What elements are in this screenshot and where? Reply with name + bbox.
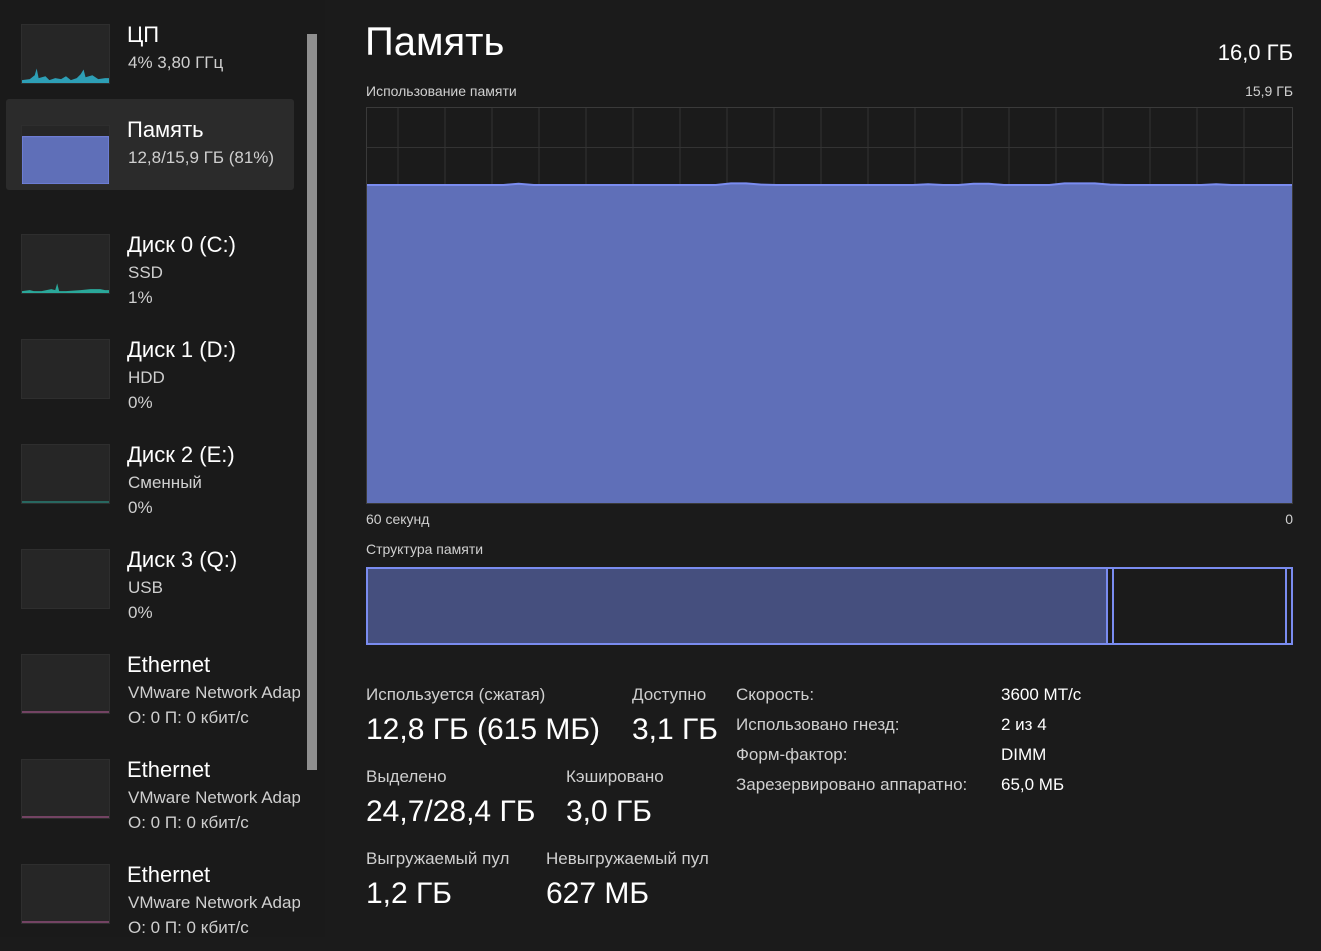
committed-value: 24,7/28,4 ГБ [366,795,536,828]
sidebar-item-title: Ethernet [127,757,211,782]
thumbnail-graph [22,816,109,818]
thumbnail-graph [22,283,109,293]
memory-structure-bar[interactable] [366,567,1293,645]
property-value: 2 из 4 [1001,715,1047,734]
sidebar-item-detail: 12,8/15,9 ГБ (81%) [128,148,275,167]
property-label: Использовано гнезд: [736,715,900,734]
sidebar-item-memory[interactable]: Память 12,8/15,9 ГБ (81%) [6,99,294,190]
sidebar-item-detail: USB [128,578,163,597]
sidebar-thumbnail [21,759,110,819]
memory-thumb-fill [22,136,109,184]
thumbnail-graph [22,711,109,713]
sidebar-item-title: Ethernet [127,862,211,887]
memory-usage-chart [367,108,1292,503]
sidebar-item-title: Ethernet [127,652,211,677]
sidebar-item-status: 0% [128,393,153,412]
sidebar-thumbnail [21,339,110,399]
sidebar-thumbnail [21,125,110,185]
usage-graph-label: Использование памяти [366,83,517,99]
property-label: Форм-фактор: [736,745,848,764]
sidebar-item-network[interactable]: Ethernet VMware Network Adapter О: 0 П: 0 … [6,755,300,846]
property-value: 65,0 МБ [1001,775,1065,794]
sidebar-thumbnail [21,444,110,504]
cached-label: Кэшировано [566,767,664,786]
sidebar-item-detail: VMware Network Adapter [128,893,300,912]
structure-label: Структура памяти [366,541,484,557]
sidebar-thumbnail [21,234,110,294]
sidebar-thumbnail [21,549,110,609]
structure-free[interactable] [1285,569,1291,643]
sidebar-item-network[interactable]: Ethernet VMware Network Adapter О: 0 П: 0 … [6,860,300,951]
thumbnail-graph [22,136,109,184]
sidebar-item-title: ЦП [127,22,160,47]
paged-pool-label: Выгружаемый пул [366,849,510,868]
page-title: Память [365,20,505,64]
sidebar-thumbnail [21,864,110,924]
cpu-thumb-line [22,68,109,83]
sidebar-item-title: Диск 3 (Q:) [127,547,238,572]
time-axis-left: 60 секунд [366,511,430,527]
sidebar-item-detail: VMware Network Adapter [128,683,300,702]
available-value: 3,1 ГБ [632,713,718,746]
usage-graph-max: 15,9 ГБ [1245,83,1293,99]
thumbnail-graph [22,550,109,608]
available-label: Доступно [632,685,707,704]
structure-in-use[interactable] [368,569,1107,643]
property-value: 3600 МТ/с [1001,685,1082,704]
cached-value: 3,0 ГБ [566,795,652,828]
disk-thumb-line [22,283,109,293]
sidebar-item-detail: SSD [128,263,163,282]
sidebar-item-status: 0% [128,603,153,622]
committed-label: Выделено [366,767,447,786]
sidebar-item-status: 1% [128,288,153,307]
sidebar-item-title: Диск 1 (D:) [127,337,236,362]
structure-modified[interactable] [1106,569,1112,643]
thumbnail-graph [22,501,109,503]
sidebar-item-status: 0% [128,498,153,517]
sidebar-item-detail: HDD [128,368,165,387]
sidebar-item-disk-flat[interactable]: Диск 2 (E:) Сменный 0% [6,440,294,531]
property-label: Зарезервировано аппаратно: [736,775,968,794]
thumbnail-graph [22,340,109,398]
device-sidebar: Ethernet VMware Network Adapter О: 0 П: 0 … [0,0,325,937]
sidebar-item-title: Диск 2 (E:) [127,442,235,467]
sidebar-thumbnail [21,24,110,84]
sidebar-item-status: О: 0 П: 0 кбит/с [128,708,249,727]
memory-usage-area [367,183,1292,503]
sidebar-thumbnail [21,654,110,714]
structure-standby[interactable] [1111,569,1285,643]
in-use-value: 12,8 ГБ (615 МБ) [366,713,601,746]
memory-usage-graph [366,107,1293,504]
sidebar-item-title: Диск 0 (C:) [127,232,236,257]
sidebar-scrollbar[interactable] [307,34,317,770]
sidebar-item-empty[interactable]: Диск 1 (D:) HDD 0% [6,335,294,426]
property-label: Скорость: [736,685,815,704]
sidebar-item-status: О: 0 П: 0 кбит/с [128,813,249,832]
sidebar-item-cpu[interactable]: ЦП 4% 3,80 ГГц [6,20,294,111]
sidebar-item-empty[interactable]: Диск 3 (Q:) USB 0% [6,545,294,636]
property-value: DIMM [1001,745,1047,764]
nonpaged-pool-value: 627 МБ [546,877,650,910]
time-axis-right: 0 [1285,511,1293,527]
sidebar-item-status: О: 0 П: 0 кбит/с [128,918,249,937]
sidebar-item-title: Память [127,117,204,142]
sidebar-item-detail: VMware Network Adapter [128,788,300,807]
thumbnail-graph [22,921,109,923]
in-use-label: Используется (сжатая) [366,685,546,704]
paged-pool-value: 1,2 ГБ [366,877,452,910]
thumbnail-graph [22,68,109,83]
sidebar-item-detail: 4% 3,80 ГГц [128,53,224,72]
memory-panel: Память 16,0 ГБ Использование памяти 15,9… [325,0,1321,937]
sidebar-item-network[interactable]: Ethernet VMware Network Adapter О: 0 П: 0 … [6,650,300,741]
memory-usage-line [367,182,1292,186]
total-memory: 16,0 ГБ [1217,40,1293,65]
nonpaged-pool-label: Невыгружаемый пул [546,849,709,868]
sidebar-item-detail: Сменный [128,473,202,492]
sidebar-item-disk[interactable]: Диск 0 (C:) SSD 1% [6,230,294,321]
